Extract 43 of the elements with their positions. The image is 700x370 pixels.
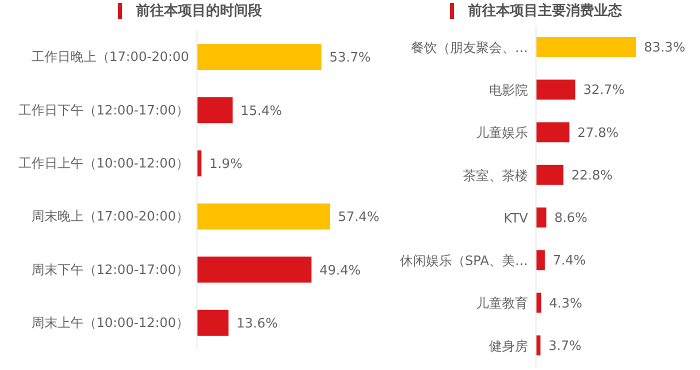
bar bbox=[536, 164, 564, 185]
data-label: 32.7% bbox=[583, 83, 625, 98]
data-label: 1.9% bbox=[209, 156, 242, 172]
y-tick-label: 餐饮（朋友聚会、… bbox=[411, 40, 528, 56]
data-label: 4.3% bbox=[549, 296, 582, 312]
chart-title: 前往本项目的时间段 bbox=[136, 2, 262, 20]
y-tick-label: 休闲娱乐（SPA、美… bbox=[400, 253, 528, 270]
data-label: 22.8% bbox=[571, 168, 613, 184]
bar bbox=[536, 335, 540, 356]
bar bbox=[197, 256, 312, 283]
data-label: 83.3% bbox=[644, 40, 686, 56]
data-label: 8.6% bbox=[554, 211, 588, 226]
y-tick-label: 工作日晚上（17:00-20:00 bbox=[31, 50, 189, 66]
y-tick-label: 工作日上午（10:00-12:00） bbox=[18, 156, 189, 172]
data-label: 53.7% bbox=[329, 50, 371, 66]
data-label: 27.8% bbox=[577, 126, 619, 141]
bar bbox=[536, 80, 576, 100]
bar bbox=[197, 150, 202, 176]
y-tick-label: 工作日下午（12:00-17:00） bbox=[18, 103, 189, 118]
bar bbox=[197, 97, 233, 124]
chart-title: 前往本项目主要消费业态 bbox=[468, 2, 622, 20]
data-label: 49.4% bbox=[319, 263, 361, 278]
y-tick-label: 儿童教育 bbox=[476, 296, 528, 312]
y-tick-label: 茶室、茶楼 bbox=[463, 168, 528, 184]
bar bbox=[197, 204, 330, 230]
bar bbox=[536, 37, 636, 57]
y-tick-label: 健身房 bbox=[489, 338, 528, 354]
data-label: 7.4% bbox=[552, 254, 586, 269]
data-label: 13.6% bbox=[236, 316, 278, 332]
y-tick-label: 电影院 bbox=[489, 84, 528, 99]
bar bbox=[197, 310, 229, 336]
y-tick-label: KTV bbox=[504, 211, 528, 226]
data-label: 15.4% bbox=[240, 104, 282, 119]
y-tick-label: 周末晚上（17:00-20:00） bbox=[31, 210, 189, 225]
bar bbox=[536, 122, 570, 142]
y-tick-label: 周末上午（10:00-12:00） bbox=[31, 316, 189, 332]
bar bbox=[197, 44, 322, 70]
bar bbox=[536, 250, 545, 270]
data-label: 3.7% bbox=[548, 338, 582, 354]
y-tick-label: 周末下午（12:00-17:00） bbox=[31, 262, 189, 278]
y-tick-label: 儿童娱乐 bbox=[476, 125, 528, 142]
data-label: 57.4% bbox=[338, 210, 380, 226]
bar bbox=[536, 208, 546, 228]
